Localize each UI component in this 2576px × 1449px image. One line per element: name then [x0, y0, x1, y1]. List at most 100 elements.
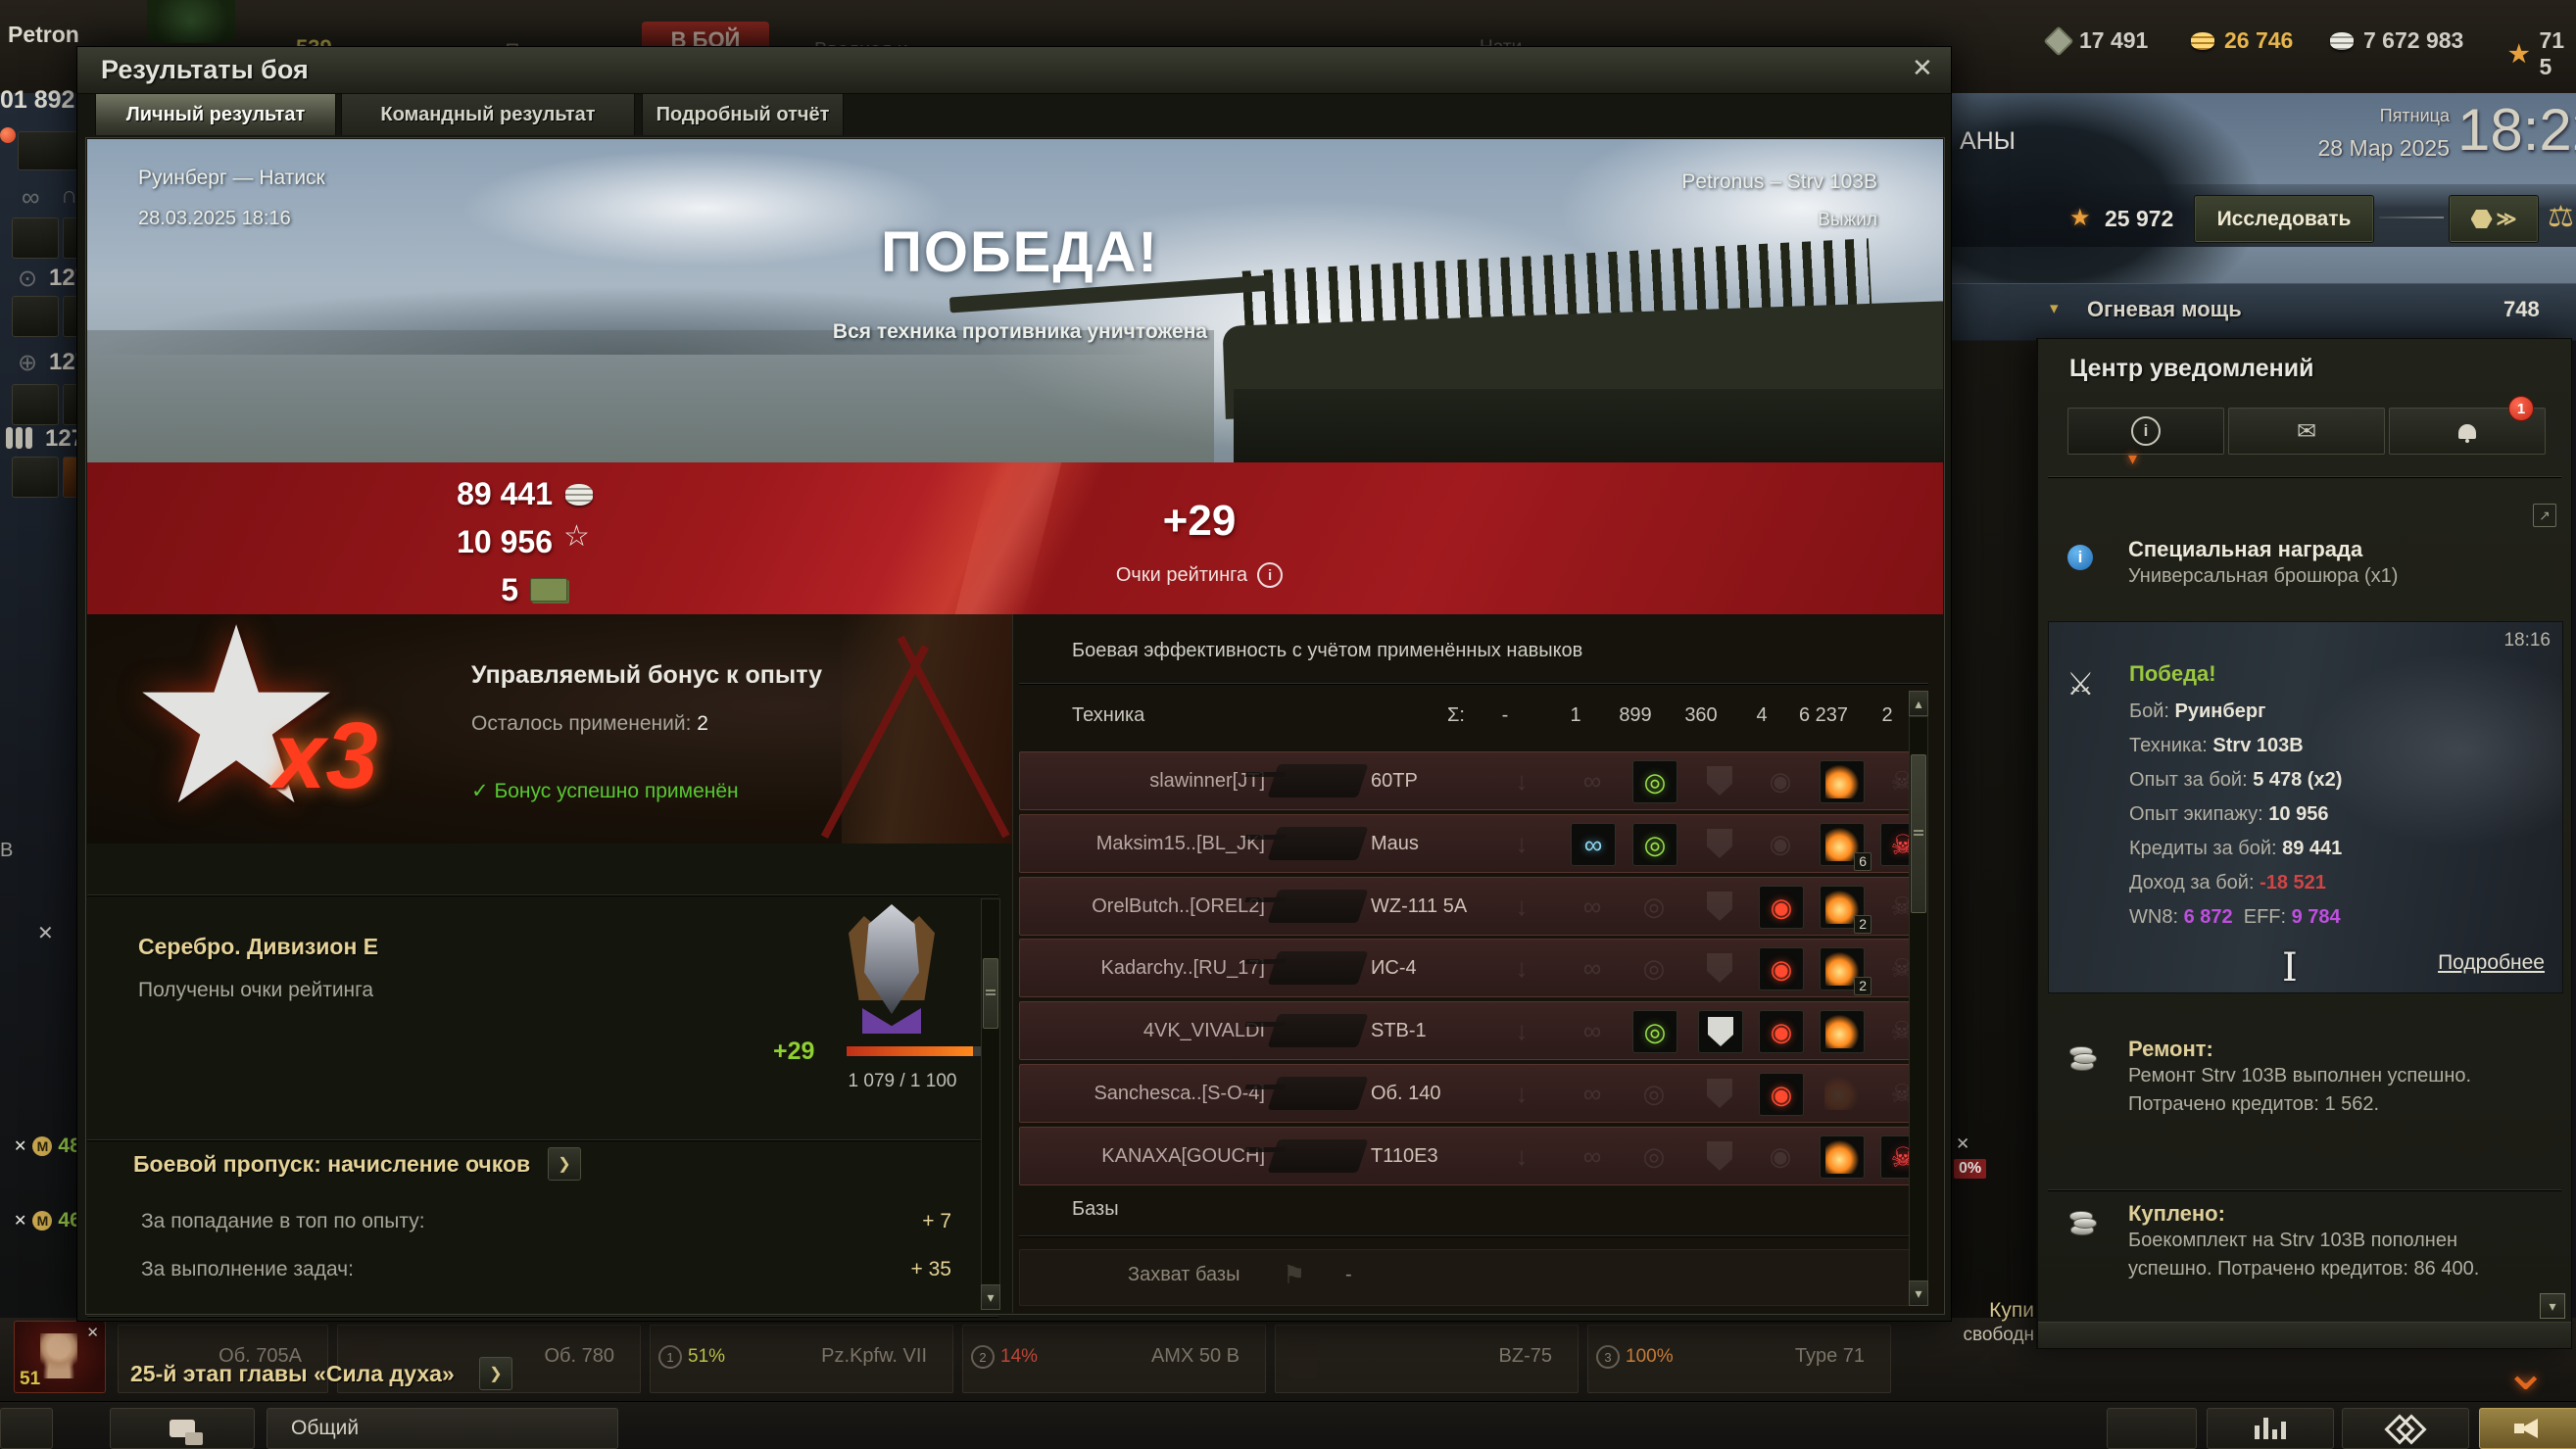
scrollbar-thumb[interactable] [983, 958, 998, 1029]
clock-date: 28 Мар 2025 [2317, 135, 2450, 161]
enemy-row[interactable]: Maksim15..[BL_JK] Maus ↓ ∞ ◎ ◉ 6 ☠ [1019, 814, 1925, 873]
notification-tank-art [2308, 652, 2562, 847]
special-award-item[interactable]: i Специальная награда Универсальная брош… [2067, 537, 2398, 591]
research-button[interactable]: Исследовать [2194, 195, 2374, 243]
info-circle-icon: i [2131, 416, 2161, 446]
damage-count-badge: 6 [1854, 852, 1871, 871]
hidden-button[interactable] [2107, 1408, 2197, 1449]
bottom-left-button[interactable] [0, 1408, 53, 1449]
stage-expand-button[interactable]: ❯ [479, 1357, 512, 1390]
perk-tile[interactable] [12, 457, 59, 498]
notification-center: Центр уведомлений i ✉ 1 ▾ ↗ i Специальна… [2036, 338, 2572, 1349]
rating-points-delta: +29 [1162, 497, 1237, 545]
platoon-button[interactable] [2342, 1408, 2469, 1449]
xp-bonus-applied: ✓ Бонус успешно применён [471, 779, 739, 803]
chat-button[interactable] [110, 1408, 255, 1449]
free-xp-value: 71 5 [2539, 27, 2565, 79]
division-title: Серебро. Дивизион Е [138, 934, 379, 959]
enemy-row[interactable]: OrelButch..[OREL2] WZ-111 5A ↓ ∞ ◎ ◉ 2 ☠ [1019, 877, 1924, 936]
firepower-band [1950, 283, 2576, 341]
battle-pass-row-label: За выполнение задач: [141, 1258, 354, 1280]
close-icon[interactable]: ✕ [1912, 53, 1933, 82]
carousel-slot[interactable]: Об. 705А [118, 1325, 328, 1393]
scroll-down-button[interactable]: ▾ [981, 1284, 1000, 1310]
tab-detailed-report[interactable]: Подробный отчёт [642, 93, 844, 135]
credits-value: 7 672 983 [2363, 27, 2464, 53]
base-capture-row[interactable]: Захват базы ⚑ - [1019, 1249, 1924, 1306]
crew-xp-row: ✕ M 46 [14, 1209, 81, 1232]
battle-note-row: Опыт экипажу: 10 956 [2129, 803, 2329, 825]
commander-portrait[interactable]: ✕ 51 [14, 1321, 106, 1393]
enemy-row[interactable]: KANAXA[GOUCH] T110E3 ↓ ∞ ◎ ◉ ☠ [1019, 1127, 1925, 1185]
scales-icon[interactable]: ⚖ [2548, 201, 2574, 233]
tab-contacts[interactable]: ✉ [2228, 408, 2385, 455]
enemy-row[interactable]: Kadarchy..[RU_17] ИС-4 ↓ ∞ ◎ ◉ 2 ☠ [1019, 939, 1924, 997]
perk-tile[interactable] [12, 384, 59, 425]
crit-icon: ◉ [1769, 828, 1792, 858]
enemy-row[interactable]: Sanchesca..[S-O-4] Об. 140 ↓ ∞ ◎ ◉ ☠ [1019, 1064, 1924, 1123]
detection-icon: ◎ [1632, 1010, 1677, 1053]
crew-button[interactable] [18, 131, 78, 170]
division-badge [849, 898, 935, 1045]
chevron-right-icon: ❯ [558, 1156, 571, 1173]
divider [2048, 1189, 2561, 1190]
panel-footer [2038, 1322, 2571, 1348]
vehicle-name: Об. 780 [544, 1345, 615, 1367]
carousel-slot[interactable]: 1 51% Pz.Kpfw. VII [650, 1325, 953, 1393]
free-xp-counter[interactable]: ★ 71 5 [2508, 27, 2576, 80]
vehicle-name: WZ-111 5A [1371, 895, 1468, 917]
tab-info[interactable]: i [2067, 408, 2224, 455]
division-progress-bar [846, 1045, 985, 1057]
battle-result-notification[interactable]: 18:16 ⚔ Победа! Бой: Руинберг Техника: S… [2048, 621, 2563, 993]
firepower-chevron-icon[interactable]: ▾ [2050, 299, 2059, 317]
scroll-up-button[interactable]: ▴ [1909, 691, 1928, 716]
bonds-counter[interactable]: 17 491 [2043, 24, 2148, 57]
enemy-row[interactable]: slawinner[JT] 60TP ↓ ∞ ◎ ◉ ☠ [1019, 751, 1924, 810]
chat-channel-tab[interactable]: Общий [267, 1408, 618, 1449]
popout-icon[interactable]: ↗ [2533, 504, 2556, 527]
research-connector [2379, 217, 2444, 218]
carousel-slot[interactable]: 2 14% AMX 50 B [962, 1325, 1266, 1393]
slot-number-badge: 3 [1596, 1345, 1620, 1369]
divider [2048, 476, 2561, 477]
kill-icon: ☠ [1890, 891, 1914, 921]
right-panel-scrollbar[interactable] [1909, 716, 1928, 1306]
details-link[interactable]: Подробнее [2438, 951, 2545, 974]
scroll-down-button[interactable]: ▾ [1909, 1280, 1928, 1306]
info-icon[interactable]: i [1257, 562, 1284, 588]
commander-level: 51 [20, 1369, 41, 1389]
purchase-title: Куплено: [2128, 1201, 2225, 1226]
vehicle-name: Pz.Kpfw. VII [821, 1345, 927, 1367]
purchase-notification[interactable]: Куплено: Боекомплект на Strv 103B пополн… [2067, 1201, 2550, 1283]
efficiency-title: Боевая эффективность с учётом применённы… [1072, 640, 1583, 661]
battle-pass-expand-button[interactable]: ❯ [548, 1147, 581, 1181]
tab-personal-result[interactable]: Личный результат [95, 93, 336, 135]
module-button[interactable]: ≫ [2449, 195, 2539, 243]
left-panel-scrollbar[interactable] [981, 898, 1000, 1310]
stun-icon: ↓ [1515, 765, 1529, 796]
scroll-to-bottom-button[interactable]: ▾ [2540, 1293, 2565, 1319]
gold-counter[interactable]: 26 746 [2191, 27, 2293, 54]
base-capture-value: - [1345, 1264, 1352, 1285]
window-title: Результаты боя [101, 55, 309, 84]
close-fragment-icon[interactable]: ✕ [37, 923, 54, 944]
base-capture-label: Захват базы [1128, 1264, 1240, 1285]
scrollbar-thumb[interactable] [1911, 754, 1926, 913]
tab-team-result[interactable]: Командный результат [341, 93, 635, 135]
blocked-icon [1698, 886, 1741, 927]
statistics-button[interactable] [2207, 1408, 2334, 1449]
carousel-slot[interactable]: 3 100% Type 71 [1587, 1325, 1891, 1393]
perk-tile[interactable] [12, 217, 59, 259]
commander-dismiss-icon[interactable]: ✕ [86, 1325, 99, 1341]
credits-counter[interactable]: 7 672 983 [2330, 27, 2463, 54]
spotted-icon: ∞ [1582, 1078, 1602, 1108]
announcements-button[interactable] [2479, 1408, 2576, 1449]
perk-tile[interactable] [12, 296, 59, 337]
battle-note-row: Кредиты за бой: 89 441 [2129, 838, 2343, 859]
repair-notification[interactable]: Ремонт: Ремонт Strv 103B выполнен успешн… [2067, 1037, 2540, 1119]
enemy-row[interactable]: 4VK_VIVALDI STB-1 ↓ ∞ ◎ ◉ ☠ [1019, 1001, 1924, 1060]
credits-icon [565, 484, 593, 506]
stun-icon: ↓ [1515, 1140, 1529, 1171]
buy-slot-fragment[interactable]: Купи [1989, 1299, 2034, 1322]
carousel-slot[interactable]: BZ-75 [1275, 1325, 1579, 1393]
